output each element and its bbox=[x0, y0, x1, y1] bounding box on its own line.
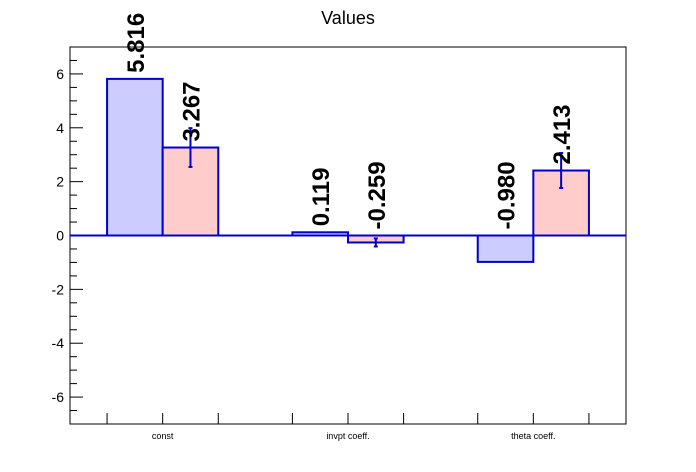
x-category-label: theta coeff. bbox=[511, 431, 555, 441]
value-label: 2.413 bbox=[549, 104, 576, 164]
y-tick-label: 4 bbox=[56, 120, 64, 136]
x-category-label: invpt coeff. bbox=[326, 431, 369, 441]
error-bars bbox=[188, 127, 564, 248]
y-tick-label: 6 bbox=[56, 66, 64, 82]
value-label: -0.259 bbox=[364, 161, 391, 229]
y-tick-label: -6 bbox=[52, 389, 65, 405]
value-labels: 5.816 0.119 -0.980 3.267 -0.259 2.413 bbox=[123, 13, 576, 230]
bar bbox=[476, 234, 535, 263]
value-label: -0.980 bbox=[494, 161, 521, 229]
bar bbox=[106, 77, 164, 237]
y-tick-label: 0 bbox=[56, 228, 64, 244]
value-label: 0.119 bbox=[308, 168, 335, 227]
y-tick-label: 2 bbox=[56, 174, 64, 190]
y-tick-label: -2 bbox=[52, 281, 65, 297]
y-tick-label: -4 bbox=[52, 335, 65, 351]
value-label: 5.816 bbox=[123, 13, 150, 73]
chart-title: Values bbox=[321, 8, 375, 28]
x-category-label: const bbox=[152, 431, 174, 441]
x-axis: const invpt coeff. theta coeff. bbox=[106, 413, 590, 441]
y-axis: -6 -4 -2 0 2 4 6 bbox=[52, 46, 83, 425]
value-label: 3.267 bbox=[178, 81, 205, 141]
